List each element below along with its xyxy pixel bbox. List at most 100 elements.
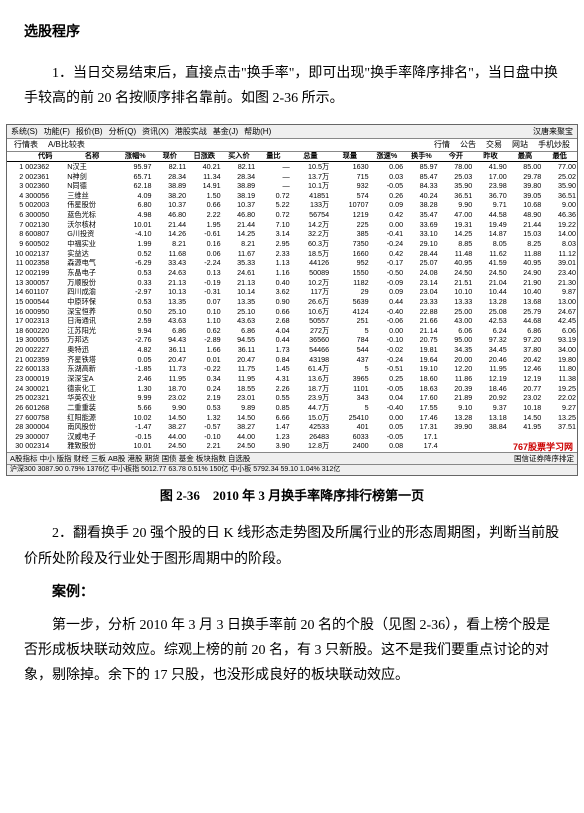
menu-item[interactable]: 港股实战 bbox=[175, 127, 207, 137]
table-row[interactable]: 14601107四川成渝-2.9710.13-0.3110.143.62117万… bbox=[7, 288, 577, 298]
cell: 44126 bbox=[291, 259, 330, 269]
cell: 600502 bbox=[24, 240, 66, 250]
table-row[interactable]: 7002130沃尔核材10.0121.441.9521.447.1014.2万2… bbox=[7, 220, 577, 230]
cell: 18.7万 bbox=[291, 384, 330, 394]
table-row[interactable]: 21002359齐星铁塔0.0520.470.0120.470.84431984… bbox=[7, 355, 577, 365]
cell: 42.45 bbox=[542, 317, 577, 327]
table-row[interactable]: 28300004南风股份-1.4738.27-0.5738.271.474253… bbox=[7, 423, 577, 433]
table-row[interactable]: 9600502中福实业1.998.210.168.212.9560.3万7350… bbox=[7, 240, 577, 250]
col-header[interactable]: 最高 bbox=[508, 152, 543, 162]
table-row[interactable]: 24300021德崇化工1.3018.700.2418.552.2618.7万1… bbox=[7, 384, 577, 394]
cell: 78.00 bbox=[439, 162, 474, 172]
menu-item[interactable]: 系统(S) bbox=[11, 127, 38, 137]
table-row[interactable]: 2002361N神剑65.7128.3411.3428.34—13.7万7150… bbox=[7, 172, 577, 182]
table-row[interactable]: 29300007汉威电子-0.1544.00-0.1044.001.232648… bbox=[7, 432, 577, 442]
cell bbox=[439, 432, 474, 442]
table-row[interactable]: 22600133东湖高新-1.8511.73-0.2211.751.4561.4… bbox=[7, 365, 577, 375]
table-row[interactable]: 19300055万邦达-2.7694.43-2.8994.550.4436560… bbox=[7, 336, 577, 346]
tab-r4[interactable]: 网站 bbox=[509, 140, 531, 150]
table-row[interactable]: 11002358森源电气-6.2933.43-2.2435.331.134412… bbox=[7, 259, 577, 269]
cell: 5639 bbox=[330, 297, 369, 307]
menu-item[interactable]: 功能(F) bbox=[44, 127, 70, 137]
cell: 13.35 bbox=[153, 297, 188, 307]
table-row[interactable]: 20002227奥特迅4.8236.111.6636.111.735446654… bbox=[7, 346, 577, 356]
table-row[interactable]: 1002362N汉王95.9782.1140.2182.11—10.5万1630… bbox=[7, 162, 577, 172]
cell: 002003 bbox=[24, 201, 66, 211]
table-row[interactable]: 8600807G川投资-4.1014.26-0.6114.253.1432.2万… bbox=[7, 230, 577, 240]
col-header[interactable]: 换手% bbox=[404, 152, 439, 162]
col-header[interactable]: 昨收 bbox=[473, 152, 508, 162]
col-header[interactable]: 现量 bbox=[330, 152, 369, 162]
cell: 5 bbox=[330, 365, 369, 375]
col-header[interactable]: 量比 bbox=[256, 152, 291, 162]
cell: 14.50 bbox=[222, 413, 257, 423]
table-row[interactable]: 15000544中原环保0.5313.350.0713.350.9026.6万5… bbox=[7, 297, 577, 307]
cell: 0.85 bbox=[256, 403, 291, 413]
table-row[interactable]: 10002137实益达0.5211.680.0611.672.3318.5万16… bbox=[7, 249, 577, 259]
cell: 2.22 bbox=[187, 211, 222, 221]
table-row[interactable]: 5002003伟星股份6.8010.370.6610.375.22133万107… bbox=[7, 201, 577, 211]
cell: -0.15 bbox=[118, 432, 153, 442]
col-header[interactable]: 涨幅% bbox=[118, 152, 153, 162]
table-row[interactable]: 16000950深宝恒养0.5025.100.1025.100.6610.6万4… bbox=[7, 307, 577, 317]
cell: 18.70 bbox=[153, 384, 188, 394]
table-row[interactable]: 17002313日海通讯2.5943.631.1043.632.68505572… bbox=[7, 317, 577, 327]
table-row[interactable]: 23000019深深宝A2.4611.950.3411.954.3113.6万3… bbox=[7, 374, 577, 384]
tab-ab[interactable]: A/B比较表 bbox=[45, 140, 88, 150]
table-row[interactable]: 13300057万顺股份0.3321.13-0.1921.130.4010.2万… bbox=[7, 278, 577, 288]
cell: 6.06 bbox=[439, 326, 474, 336]
cell: 41.59 bbox=[473, 259, 508, 269]
cell: 36560 bbox=[291, 336, 330, 346]
col-header[interactable]: 日涨跌 bbox=[187, 152, 222, 162]
cell: 39.01 bbox=[542, 259, 577, 269]
col-header[interactable]: 代码 bbox=[24, 152, 66, 162]
col-header[interactable]: 总量 bbox=[291, 152, 330, 162]
cell: 19.80 bbox=[542, 355, 577, 365]
cell: 6 bbox=[7, 211, 24, 221]
col-header[interactable]: 今开 bbox=[439, 152, 474, 162]
cell: 11.95 bbox=[153, 374, 188, 384]
cell: 36.51 bbox=[439, 191, 474, 201]
cell: 002358 bbox=[24, 259, 66, 269]
tab-r3[interactable]: 交易 bbox=[483, 140, 505, 150]
footer-tabs-left: A股指标 中小 版指 财经 三板 AB股 港股 期货 国债 基金 板块指数 自选… bbox=[10, 454, 250, 463]
col-header[interactable]: 涨速% bbox=[370, 152, 405, 162]
table-row[interactable]: 27600758红阳能源10.0214.501.3214.506.6615.0万… bbox=[7, 413, 577, 423]
table-row[interactable]: 26601268二重重装5.669.900.539.890.8544.7万5-0… bbox=[7, 403, 577, 413]
col-header[interactable]: 最低 bbox=[542, 152, 577, 162]
cell bbox=[508, 432, 543, 442]
table-row[interactable]: 4300056三维丝4.0938.201.5038.190.7241851574… bbox=[7, 191, 577, 201]
tab-r2[interactable]: 公告 bbox=[457, 140, 479, 150]
table-row[interactable]: 25002321华英农业9.9923.022.1923.010.5523.9万3… bbox=[7, 394, 577, 404]
menu-item[interactable]: 资讯(X) bbox=[142, 127, 169, 137]
tab-r5[interactable]: 手机炒股 bbox=[535, 140, 573, 150]
col-header[interactable] bbox=[7, 152, 24, 162]
menu-item[interactable]: 帮助(H) bbox=[244, 127, 271, 137]
menu-item[interactable]: 基金(J) bbox=[213, 127, 238, 137]
col-header[interactable]: 名称 bbox=[66, 152, 118, 162]
cell: 雅致股份 bbox=[66, 442, 118, 452]
table-row[interactable]: 18600220江苏阳光9.946.860.626.864.04272万50.0… bbox=[7, 326, 577, 336]
table-row[interactable]: 12002199东晶电子0.5324.630.1324.611.16500891… bbox=[7, 268, 577, 278]
cell: -4.10 bbox=[118, 230, 153, 240]
cell: 11.88 bbox=[508, 249, 543, 259]
cell: 9 bbox=[7, 240, 24, 250]
cell: 5.66 bbox=[118, 403, 153, 413]
table-row[interactable]: 30002314雅致股份10.0124.502.2124.503.9012.8万… bbox=[7, 442, 577, 452]
col-header[interactable]: 现价 bbox=[153, 152, 188, 162]
cell: 森源电气 bbox=[66, 259, 118, 269]
tab-quote[interactable]: 行情表 bbox=[11, 140, 41, 150]
table-row[interactable]: 3002360N同德62.1838.8914.9138.89—10.1万932-… bbox=[7, 182, 577, 192]
cell: 13.68 bbox=[508, 297, 543, 307]
col-header[interactable]: 买入价 bbox=[222, 152, 257, 162]
cell: 1.66 bbox=[187, 346, 222, 356]
menu-item[interactable]: 报价(B) bbox=[76, 127, 103, 137]
table-row[interactable]: 6300050蓝色光标4.9846.802.2246.800.725675412… bbox=[7, 211, 577, 221]
tab-r1[interactable]: 行情 bbox=[431, 140, 453, 150]
cell: 60.3万 bbox=[291, 240, 330, 250]
cell: 10.44 bbox=[473, 288, 508, 298]
cell: 5 bbox=[7, 201, 24, 211]
cell: 0.84 bbox=[256, 355, 291, 365]
menu-item[interactable]: 分析(Q) bbox=[109, 127, 137, 137]
cell: 30 bbox=[7, 442, 24, 452]
